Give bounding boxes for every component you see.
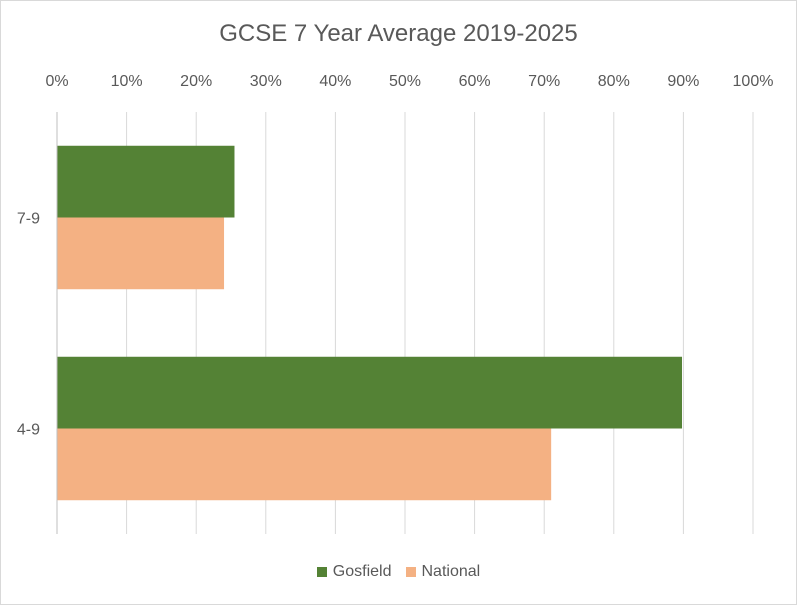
bar-gosfield-7-9 bbox=[57, 145, 235, 218]
bar-national-7-9 bbox=[57, 217, 225, 290]
legend-item: National bbox=[405, 563, 481, 581]
legend-swatch bbox=[405, 567, 416, 577]
category-label: 7-9 bbox=[17, 211, 40, 228]
legend-swatch bbox=[316, 567, 327, 577]
x-tick-label: 10% bbox=[111, 73, 143, 90]
x-tick-label: 50% bbox=[389, 73, 421, 90]
bar-gosfield-4-9 bbox=[57, 356, 683, 429]
x-tick-label: 60% bbox=[459, 73, 491, 90]
chart-title: GCSE 7 Year Average 2019-2025 bbox=[219, 20, 578, 47]
x-tick-label: 80% bbox=[598, 73, 630, 90]
x-tick-label: 30% bbox=[250, 73, 282, 90]
x-tick-label: 90% bbox=[667, 73, 699, 90]
x-tick-label: 20% bbox=[180, 73, 212, 90]
legend: Gosfield National bbox=[0, 563, 797, 581]
x-tick-label: 70% bbox=[528, 73, 560, 90]
x-tick-label: 100% bbox=[733, 73, 774, 90]
category-label: 4-9 bbox=[17, 422, 40, 439]
x-tick-label: 40% bbox=[319, 73, 351, 90]
legend-label: National bbox=[421, 563, 481, 580]
legend-label: Gosfield bbox=[332, 563, 392, 580]
x-tick-label: 0% bbox=[45, 73, 68, 90]
bar-national-4-9 bbox=[57, 428, 552, 501]
legend-item: Gosfield bbox=[316, 563, 392, 581]
